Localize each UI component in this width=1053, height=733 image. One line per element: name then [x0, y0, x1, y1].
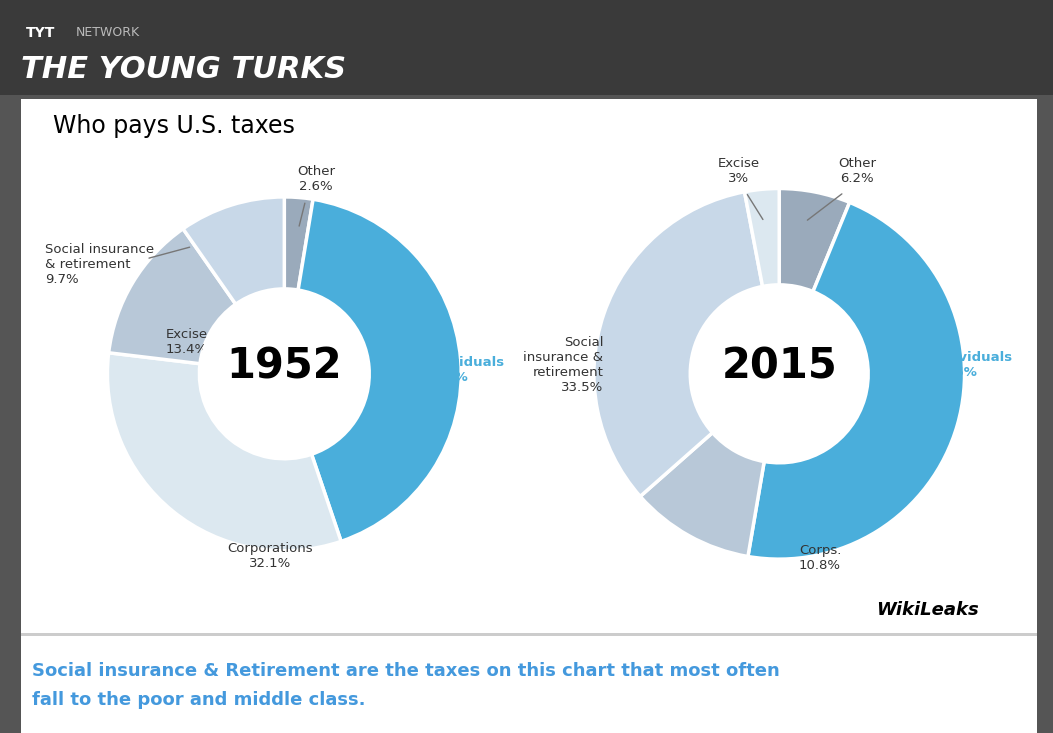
Wedge shape: [640, 432, 764, 556]
Text: 2015: 2015: [721, 345, 837, 388]
Text: Other
2.6%: Other 2.6%: [297, 166, 335, 194]
Wedge shape: [183, 197, 284, 304]
Text: Excise
3%: Excise 3%: [717, 157, 759, 185]
Circle shape: [199, 289, 370, 459]
Circle shape: [691, 285, 868, 463]
Wedge shape: [748, 202, 965, 559]
Text: Social
insurance &
retirement
33.5%: Social insurance & retirement 33.5%: [523, 336, 603, 394]
Wedge shape: [107, 353, 341, 550]
Text: Corps.
10.8%: Corps. 10.8%: [799, 545, 841, 572]
Text: Other
6.2%: Other 6.2%: [838, 157, 876, 185]
Text: Social insurance & Retirement are the taxes on this chart that most often: Social insurance & Retirement are the ta…: [32, 662, 779, 679]
Text: NETWORK: NETWORK: [76, 26, 140, 40]
Text: WikiLeaks: WikiLeaks: [876, 601, 979, 619]
Text: TYT: TYT: [26, 26, 56, 40]
Text: Who pays U.S. taxes: Who pays U.S. taxes: [53, 114, 295, 138]
Wedge shape: [594, 192, 762, 496]
Wedge shape: [779, 188, 850, 292]
Text: Individuals
46.5%: Individuals 46.5%: [931, 350, 1013, 378]
Text: Corporations
32.1%: Corporations 32.1%: [227, 542, 313, 570]
Wedge shape: [744, 188, 779, 287]
Text: Excise
13.4%: Excise 13.4%: [166, 328, 208, 356]
Text: Social insurance
& retirement
9.7%: Social insurance & retirement 9.7%: [45, 243, 155, 286]
Wedge shape: [108, 229, 236, 364]
Text: THE YOUNG TURKS: THE YOUNG TURKS: [21, 55, 346, 84]
Text: 1952: 1952: [226, 346, 342, 388]
Wedge shape: [298, 199, 461, 542]
Text: fall to the poor and middle class.: fall to the poor and middle class.: [32, 691, 365, 709]
Wedge shape: [284, 197, 313, 290]
Text: Individuals
42.2%: Individuals 42.2%: [422, 356, 504, 384]
